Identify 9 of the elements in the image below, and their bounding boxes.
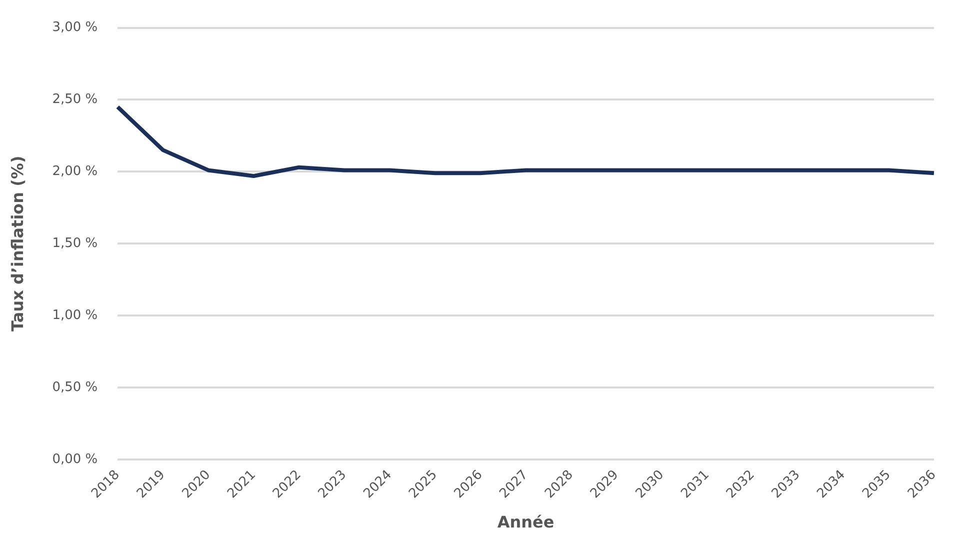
y-tick-label: 0,50 % <box>52 380 98 395</box>
y-axis-title: Taux d’inflation (%) <box>8 156 27 332</box>
y-tick-label: 0,00 % <box>52 452 98 467</box>
y-tick-label: 1,50 % <box>52 236 98 251</box>
x-axis-title: Année <box>497 512 554 532</box>
y-tick-label: 1,00 % <box>52 308 98 323</box>
y-tick-label: 3,00 % <box>52 20 98 36</box>
y-tick-label: 2,50 % <box>52 92 98 108</box>
y-tick-label: 2,00 % <box>52 164 98 180</box>
